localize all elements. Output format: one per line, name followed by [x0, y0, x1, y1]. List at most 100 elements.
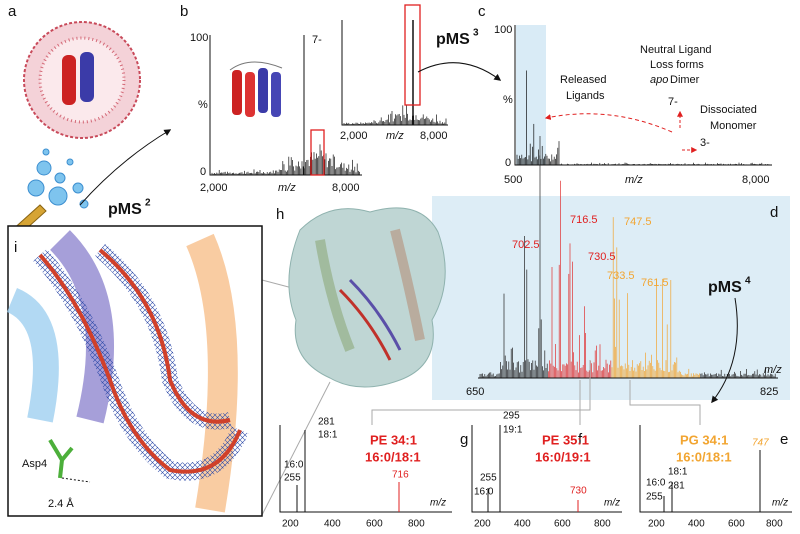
peak-label: 716 — [392, 470, 409, 481]
x-axis-label: m/z — [625, 174, 643, 186]
x-tick-label: 800 — [766, 519, 783, 530]
annotation: Dissociated — [700, 104, 757, 116]
panel-letter: i — [14, 239, 17, 256]
peak-label: 761.5 — [641, 277, 669, 289]
annotation: Monomer — [710, 120, 757, 132]
x-tick-label: 400 — [688, 519, 705, 530]
panel-letter: a — [8, 3, 17, 20]
lipid-name: PG 34:1 — [680, 432, 728, 447]
x-tick-label: 2,000 — [200, 182, 228, 194]
y-tick-label: 100 — [494, 24, 512, 36]
lipid — [338, 288, 392, 361]
peak-label: 747.5 — [624, 216, 652, 228]
panel-letter: g — [460, 431, 468, 448]
lipid-name: PE 34:1 — [370, 432, 417, 447]
helix — [49, 230, 114, 424]
x-tick-label: 600 — [554, 519, 571, 530]
distance-label: 2.4 Å — [48, 497, 74, 510]
annotation: Neutral Ligand — [640, 44, 712, 56]
panel-h: h — [276, 206, 446, 388]
x-tick-label: 200 — [282, 519, 299, 530]
lipid-chains: 16:0/19:1 — [535, 449, 591, 464]
arrow-label: pMS — [108, 201, 142, 218]
peak-label: 16:0 — [284, 460, 304, 471]
annotation: Ligands — [566, 90, 605, 102]
connector-lines — [261, 279, 701, 516]
droplets — [27, 148, 89, 209]
h-bond — [61, 477, 91, 483]
highlight-box — [404, 4, 421, 106]
y-axis-label: % — [198, 99, 208, 111]
panel-e: e PG 34:1 16:0/18:1 747 16:0 255 18:1 28… — [639, 425, 792, 530]
peak-label: 255 — [284, 473, 301, 484]
panel-letter: h — [276, 206, 284, 223]
arrow-label-sup: 4 — [745, 276, 751, 287]
protein-helix — [80, 52, 94, 102]
protein-helix — [315, 239, 355, 352]
x-axis-label: m/z — [278, 182, 296, 194]
spectrum — [487, 425, 579, 512]
peak-label: 255 — [646, 492, 663, 503]
y-tick-label: 0 — [200, 166, 206, 178]
peak-label: 18:1 — [668, 467, 688, 478]
arrow-label: pMS — [436, 31, 470, 48]
spectrum — [479, 136, 776, 378]
helix — [6, 288, 59, 423]
peak-label: 3- — [700, 137, 710, 149]
x-tick-label: 200 — [474, 519, 491, 530]
axes — [639, 425, 792, 513]
x-tick-label: 8,000 — [742, 174, 770, 186]
panel-f: f PE 35:1 16:0/19:1 730 255 16:0 295 19:… — [471, 411, 622, 530]
annotation: apo — [650, 74, 668, 86]
peak-label: 730.5 — [588, 251, 616, 263]
x-tick-label: 400 — [324, 519, 341, 530]
peak-label: 19:1 — [503, 425, 523, 436]
dashed-arrow — [544, 113, 673, 133]
arrow — [79, 129, 172, 206]
x-tick-label: 2,000 — [340, 130, 368, 142]
lipid-chains: 16:0/18:1 — [365, 449, 421, 464]
panel-g: g PE 34:1 16:0/18:1 716 16:0 255 281 18:… — [279, 417, 468, 530]
highlight-box — [310, 129, 325, 176]
axes — [471, 425, 622, 513]
lipid-chain — [98, 248, 231, 424]
x-axis-label: m/z — [772, 498, 788, 509]
spectrum — [516, 70, 770, 165]
panel-letter: c — [478, 3, 486, 20]
panel-b: b 100 % 0 7- 2,000 m/z 8,000 2,000 m/z 8… — [180, 3, 448, 194]
arrow-label-sup: 2 — [145, 198, 151, 209]
peak-label: 16:0 — [646, 478, 666, 489]
spectrum — [663, 450, 761, 512]
x-tick-label: 800 — [408, 519, 425, 530]
panel-a: a pMS 2 — [8, 3, 172, 239]
shaded-region — [516, 25, 546, 165]
x-tick-label: 825 — [760, 386, 778, 398]
x-tick-label: 650 — [466, 386, 484, 398]
inset-spectrum — [343, 104, 447, 125]
lipid-name: PE 35:1 — [542, 432, 589, 447]
inset-axes — [341, 20, 448, 126]
peak-label: 7- — [312, 34, 322, 46]
spectrum — [211, 144, 360, 175]
arrow-label-sup: 3 — [473, 28, 479, 39]
lipid — [348, 278, 402, 351]
x-tick-label: 800 — [594, 519, 611, 530]
panel-c: c 100 % 0 500 m/z 8,000 Released Ligands… — [478, 3, 772, 186]
protein-helix — [390, 228, 425, 341]
residue — [48, 438, 74, 479]
peak-label: 702.5 — [512, 239, 540, 251]
protein-helix — [62, 55, 76, 105]
y-axis-label: % — [503, 94, 513, 106]
x-axis-label: m/z — [764, 364, 782, 376]
annotation: Released — [560, 74, 606, 86]
panel-letter: b — [180, 3, 188, 20]
x-axis-label: m/z — [604, 498, 620, 509]
peak-label: 733.5 — [607, 270, 635, 282]
x-tick-label: 500 — [504, 174, 522, 186]
y-tick-label: 100 — [190, 32, 208, 44]
residue-label: Asp4 — [22, 458, 47, 470]
peak-label: 18:1 — [318, 430, 338, 441]
x-tick-label: 600 — [728, 519, 745, 530]
arrow — [711, 297, 738, 404]
